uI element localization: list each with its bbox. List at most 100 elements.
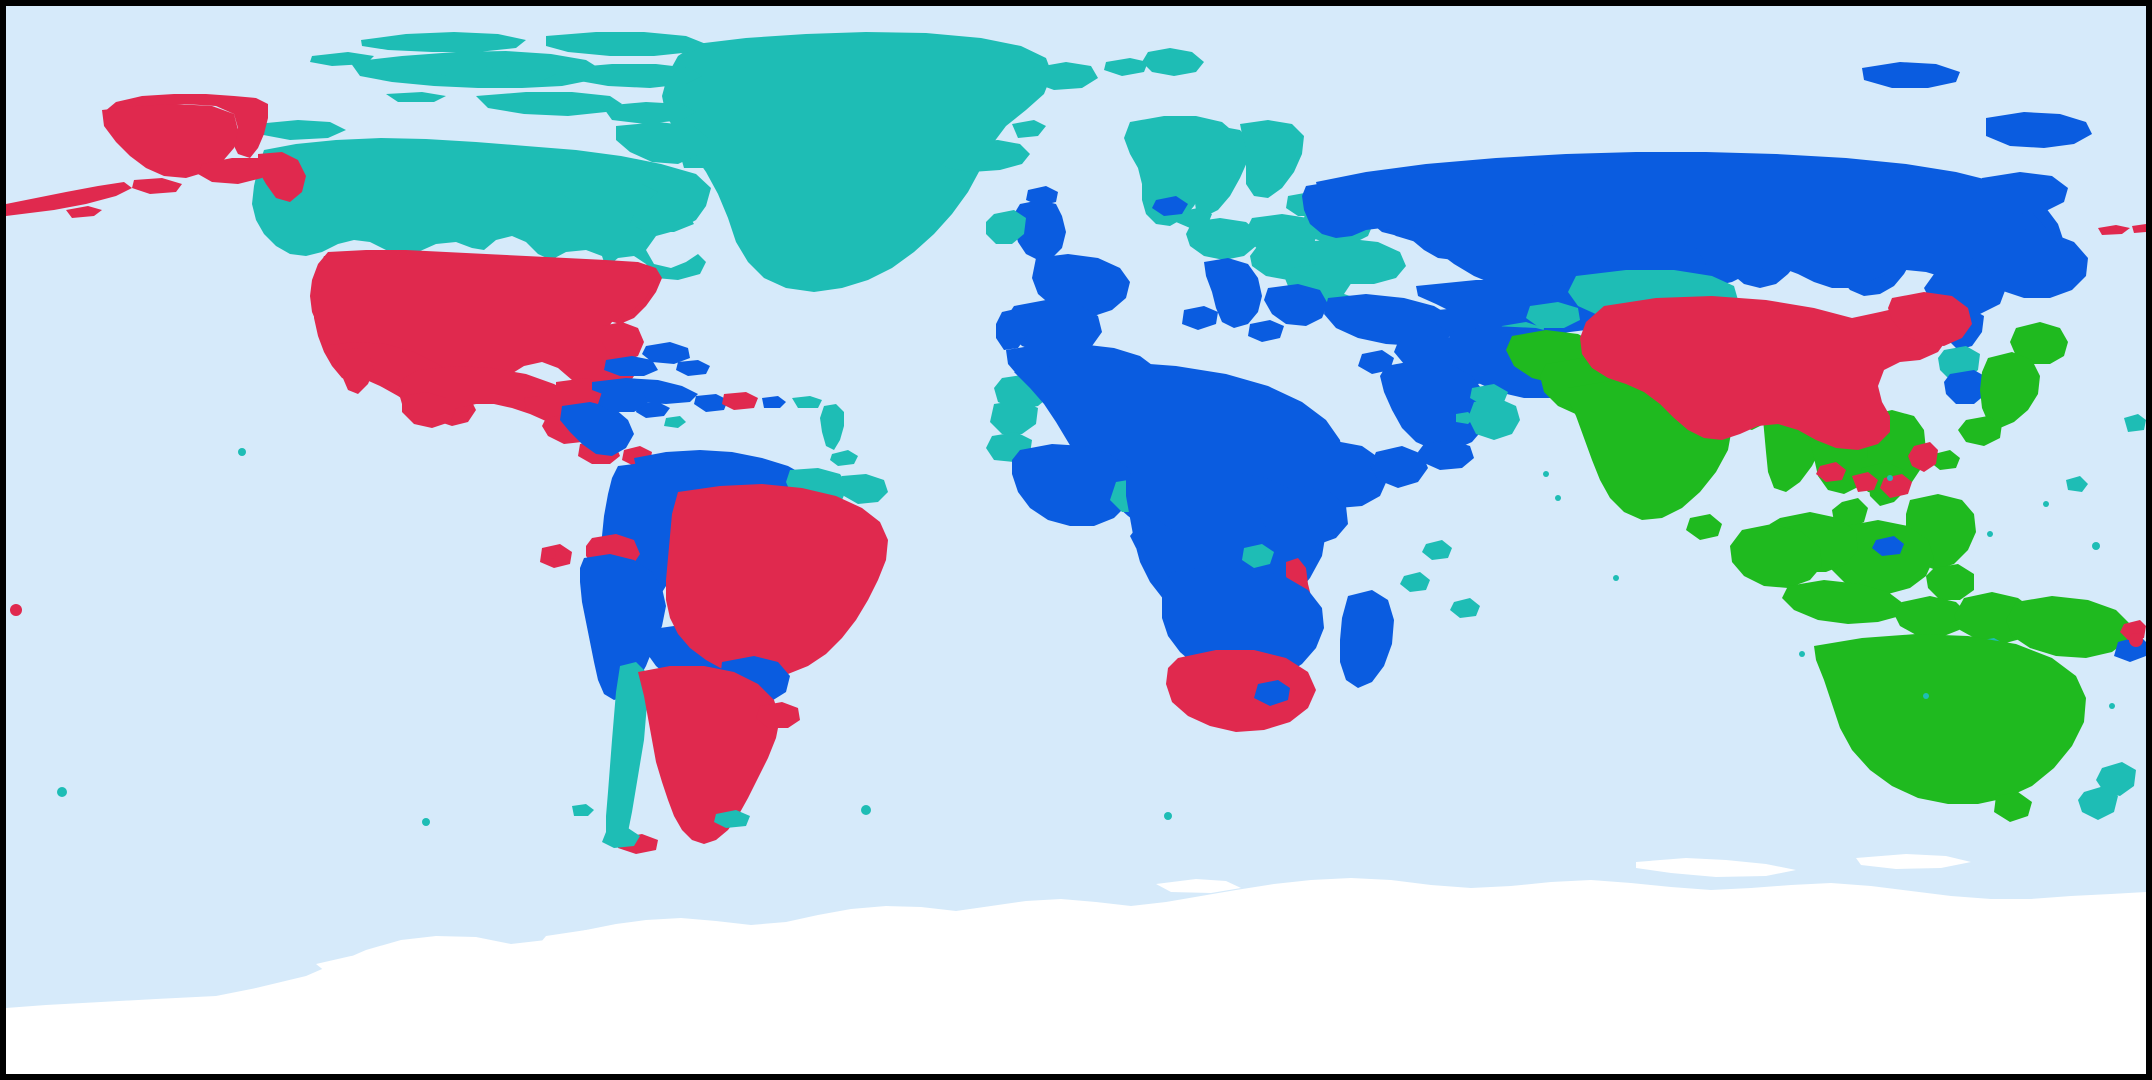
turkey <box>1324 294 1456 346</box>
greenland-e-island <box>1012 120 1046 138</box>
russia-main <box>1302 156 2050 290</box>
australia <box>1814 634 2086 804</box>
sweden <box>1190 126 1250 216</box>
small-island-dots <box>10 448 2143 826</box>
poland <box>1248 214 1318 256</box>
region-canada <box>252 32 711 280</box>
canada-arctic-ellesmere <box>546 32 706 56</box>
canada-arctic-isl-b <box>430 64 496 76</box>
island-dot-l <box>2043 501 2049 507</box>
svalbard-west <box>1104 58 1148 76</box>
argentina <box>638 666 780 844</box>
madagascar <box>1340 590 1394 688</box>
region-alaska <box>6 94 2146 235</box>
japan-ryukyu <box>1930 450 1960 470</box>
alaska-panhandle-b <box>258 152 306 202</box>
island-dot-b <box>238 448 246 456</box>
philippines-mindanao <box>1926 564 1974 600</box>
antarctic-peninsula <box>316 953 446 978</box>
canada-arctic-prince <box>476 92 622 116</box>
region-east-asia <box>1580 292 2068 498</box>
falkland-islands <box>714 810 750 828</box>
pacific-island-c <box>2066 476 2088 492</box>
greenland-ne-tip <box>1032 62 1098 90</box>
world-map-svg <box>6 6 2146 1074</box>
aleutian-isl-b <box>66 206 102 218</box>
antarctic-shelf-a <box>541 928 636 945</box>
russia-novaya-zemlya <box>1976 172 2068 214</box>
south-africa <box>1166 650 1316 732</box>
greece-balkans <box>1264 284 1328 326</box>
uruguay <box>756 702 800 728</box>
sri-lanka <box>1686 514 1722 540</box>
oman <box>1468 398 1520 440</box>
canada-arctic-devon <box>566 64 702 88</box>
sardinia-corsica <box>1182 306 1218 330</box>
japan-kyushu-shikoku <box>1958 416 2002 446</box>
canada-newfoundland <box>630 210 694 232</box>
island-dot-g <box>1164 812 1172 820</box>
uae <box>1470 384 1508 406</box>
region-greenland <box>662 32 1098 292</box>
usa-florida <box>602 322 644 362</box>
somalia <box>1370 446 1428 488</box>
west-africa <box>1012 444 1134 526</box>
island-dot-o <box>1887 475 1893 481</box>
mauritania <box>990 400 1038 434</box>
new-zealand-south <box>2078 786 2118 820</box>
papua-new-guinea <box>2006 596 2130 658</box>
spratly-red-dots <box>1852 472 1878 492</box>
seychelles <box>1422 540 1452 560</box>
alaska-kodiak <box>132 178 182 194</box>
saudi-arabia <box>1380 360 1488 450</box>
windward-islands <box>820 404 844 450</box>
region-russia <box>1302 62 2092 354</box>
portugal <box>996 308 1030 350</box>
suriname-frenchguiana <box>838 474 888 504</box>
japan-hokkaido <box>2010 322 2068 364</box>
belize <box>524 396 548 410</box>
island-dot-e <box>422 818 430 826</box>
sicily <box>1248 320 1284 342</box>
chile <box>606 662 648 846</box>
leeward-islands <box>792 396 822 408</box>
mexico-south <box>398 366 602 434</box>
aleutian-islands <box>6 182 132 216</box>
haiti <box>694 394 728 412</box>
tasmania <box>1994 792 2032 822</box>
canada-arctic-banks <box>361 32 526 52</box>
region-oceania <box>1456 412 2146 822</box>
alaska-main <box>102 104 238 178</box>
germany <box>1186 218 1258 260</box>
sulawesi <box>1894 596 1968 636</box>
island-dot-m <box>1923 693 1929 699</box>
ireland <box>986 210 1026 244</box>
sumatra-south <box>1730 524 1822 588</box>
honduras <box>598 388 648 412</box>
netherlands-belgium <box>1152 196 1188 216</box>
bahamas-a <box>604 356 658 376</box>
russia-chukotka <box>1972 228 2088 298</box>
island-dot-q <box>1543 471 1549 477</box>
svalbard <box>1142 48 1204 76</box>
spain <box>1006 300 1102 354</box>
israel-lebanon-jordan <box>1358 350 1394 374</box>
region-central-america-blue <box>560 388 648 456</box>
bahamas-c <box>676 360 710 376</box>
greenland-main <box>662 32 1052 292</box>
region-europe <box>986 48 1456 354</box>
aleutian-isl-west-b <box>2132 224 2146 233</box>
canada-nwt-coast <box>256 120 346 140</box>
trinidad <box>830 450 858 466</box>
alaska-panhandle-a <box>198 158 268 184</box>
antarctic-shelf-d <box>1156 879 1241 893</box>
canada-arctic-isl-d <box>386 92 446 102</box>
china-northeast <box>1888 292 1972 346</box>
lesotho <box>1254 680 1290 706</box>
java <box>1782 580 1904 624</box>
island-dot-k <box>1987 531 1993 537</box>
france <box>1032 254 1130 316</box>
comoros <box>1400 572 1430 592</box>
mauritius-reunion <box>1450 598 1480 618</box>
